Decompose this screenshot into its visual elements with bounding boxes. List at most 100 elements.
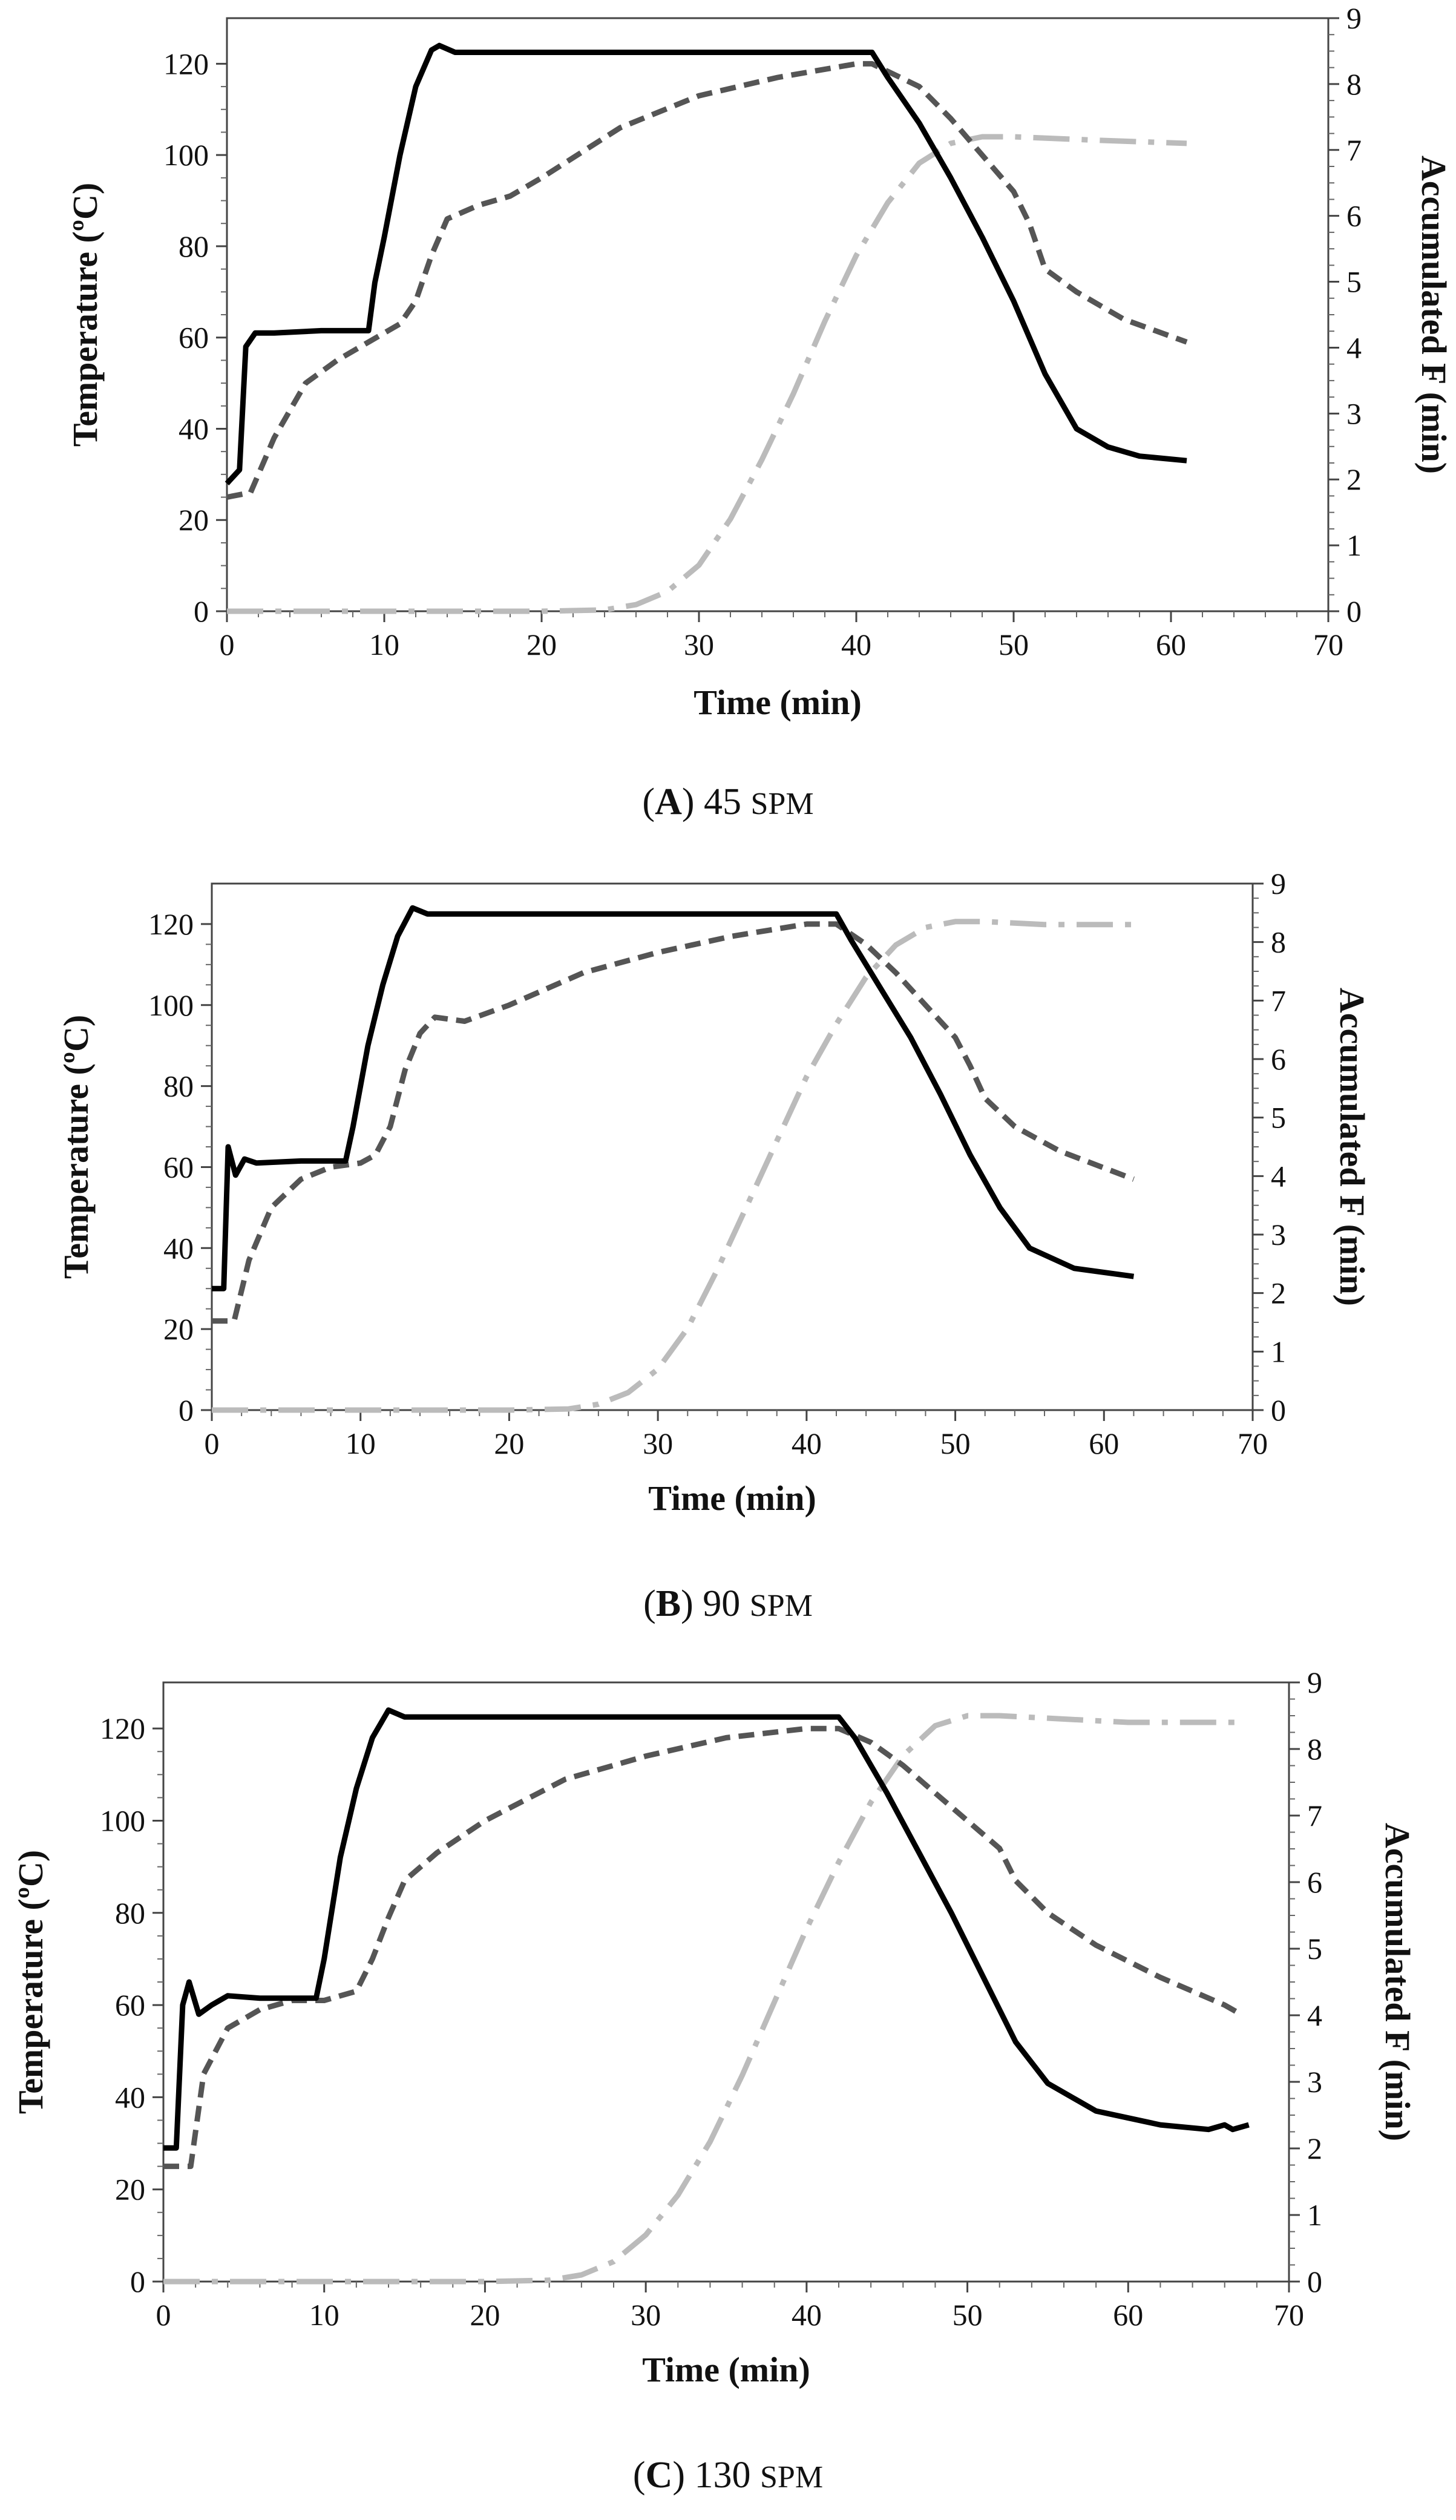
x-tick-label: 20 [526,628,557,661]
y2-tick-label: 2 [1307,2131,1322,2165]
y-tick-label: 0 [194,594,209,628]
y2-tick-label: 2 [1346,462,1362,496]
x-tick-label: 60 [1156,628,1186,661]
x-tick-label: 0 [156,2298,171,2332]
y-tick-label: 60 [115,1988,145,2022]
caption-speed: 90 [703,1583,740,1624]
y2-tick-label: 7 [1346,133,1362,167]
y-axis-title: Temperature (ºC) [56,1015,96,1279]
x-tick-label: 0 [220,628,235,661]
y2-tick-label: 3 [1346,396,1362,430]
y2-tick-label: 9 [1307,1665,1322,1699]
y2-tick-label: 7 [1271,983,1286,1017]
y2-tick-label: 6 [1307,1865,1322,1899]
x-tick-label: 10 [346,1426,376,1460]
y-tick-label: 20 [115,2173,145,2207]
y2-tick-label: 4 [1307,1998,1322,2032]
series-line-accumulated-F [212,919,1134,1413]
y2-tick-label: 9 [1346,1,1362,35]
y-tick-label: 120 [148,907,194,941]
y2-tick-label: 0 [1271,1393,1286,1427]
x-tick-label: 20 [470,2298,500,2332]
x-tick-label: 50 [999,628,1029,661]
y-tick-label: 40 [115,2080,145,2114]
caption-open-paren: ( [642,781,655,822]
y-tick-label: 20 [179,503,209,537]
y2-tick-label: 0 [1307,2265,1322,2299]
series-line-accumulated-F [227,134,1187,614]
y2-tick-label: 9 [1271,867,1286,901]
y2-tick-label: 5 [1307,1932,1322,1966]
y-tick-label: 60 [163,1150,194,1184]
series-line-accumulated-F [163,1713,1241,2285]
x-tick-label: 10 [309,2298,339,2332]
y-tick-label: 60 [179,321,209,355]
panel-caption: (B) 90 SPM [643,1583,813,1624]
caption-space [751,2455,761,2496]
y-tick-label: 80 [179,229,209,263]
y2-tick-label: 8 [1271,925,1286,959]
x-tick-label: 30 [684,628,714,661]
series-line-retort-temperature [212,905,1135,1291]
y-tick-label: 40 [179,412,209,445]
caption-label: A [655,781,682,822]
chart-panel-c: 0 10 20 30 40 50 60 700204060801001200123456789… [11,1665,1417,2496]
y-tick-label: 0 [130,2265,145,2299]
x-tick-label: 30 [643,1426,673,1460]
y2-axis-title: Accumulated F (min) [1414,156,1454,474]
y-tick-label: 0 [179,1393,194,1427]
caption-close-paren: ) [672,2455,694,2496]
x-axis-title: Time (min) [694,683,862,722]
caption-unit: SPM [760,2460,823,2495]
chart-panel-b: 0 10 20 30 40 50 60 700204060801001200123456789… [56,867,1372,1624]
y2-tick-label: 4 [1346,330,1362,364]
x-tick-label: 40 [792,2298,822,2332]
x-tick-label: 10 [369,628,399,661]
x-tick-label: 40 [792,1426,822,1460]
caption-close-paren: ) [681,1583,703,1624]
caption-speed: 45 [704,781,741,822]
y2-tick-label: 6 [1271,1042,1286,1076]
series-line-product-temperature [226,61,1188,500]
y-tick-label: 20 [163,1312,194,1346]
caption-label: C [646,2455,673,2496]
y2-tick-label: 5 [1271,1101,1286,1135]
y2-tick-label: 2 [1271,1276,1286,1310]
x-tick-label: 0 [205,1426,220,1460]
caption-close-paren: ) [682,781,704,822]
panel-caption: (A) 45 SPM [642,781,813,822]
series-line-retort-temperature [225,42,1187,485]
caption-open-paren: ( [633,2455,646,2496]
x-tick-label: 60 [1113,2298,1143,2332]
x-tick-label: 50 [953,2298,983,2332]
caption-unit: SPM [751,787,814,821]
y-axis-title: Temperature (ºC) [11,1850,50,2114]
chart-panel-a: 0 10 20 30 40 50 60 700204060801001200123456789… [65,1,1454,822]
y2-tick-label: 6 [1346,199,1362,233]
y-tick-label: 40 [163,1231,194,1265]
y-tick-label: 100 [163,138,209,172]
y-tick-label: 120 [100,1711,145,1745]
y2-tick-label: 8 [1346,67,1362,101]
series-line-product-temperature [163,1725,1242,2170]
x-tick-label: 70 [1313,628,1343,661]
x-axis-title: Time (min) [642,2350,810,2389]
caption-speed: 130 [695,2455,751,2496]
y-tick-label: 80 [163,1069,194,1103]
y2-tick-label: 3 [1271,1218,1286,1252]
series-line-product-temperature [212,921,1135,1324]
y2-tick-label: 1 [1307,2198,1322,2232]
y2-tick-label: 1 [1346,528,1362,562]
caption-space [740,1583,750,1624]
y2-tick-label: 4 [1271,1159,1286,1193]
caption-space [741,781,751,822]
caption-unit: SPM [750,1589,813,1623]
panel-caption: (C) 130 SPM [633,2455,823,2496]
y-tick-label: 100 [100,1803,145,1837]
y2-axis-title: Accumulated F (min) [1333,988,1372,1306]
y2-tick-label: 1 [1271,1334,1286,1368]
x-tick-label: 20 [494,1426,524,1460]
x-tick-label: 50 [940,1426,971,1460]
